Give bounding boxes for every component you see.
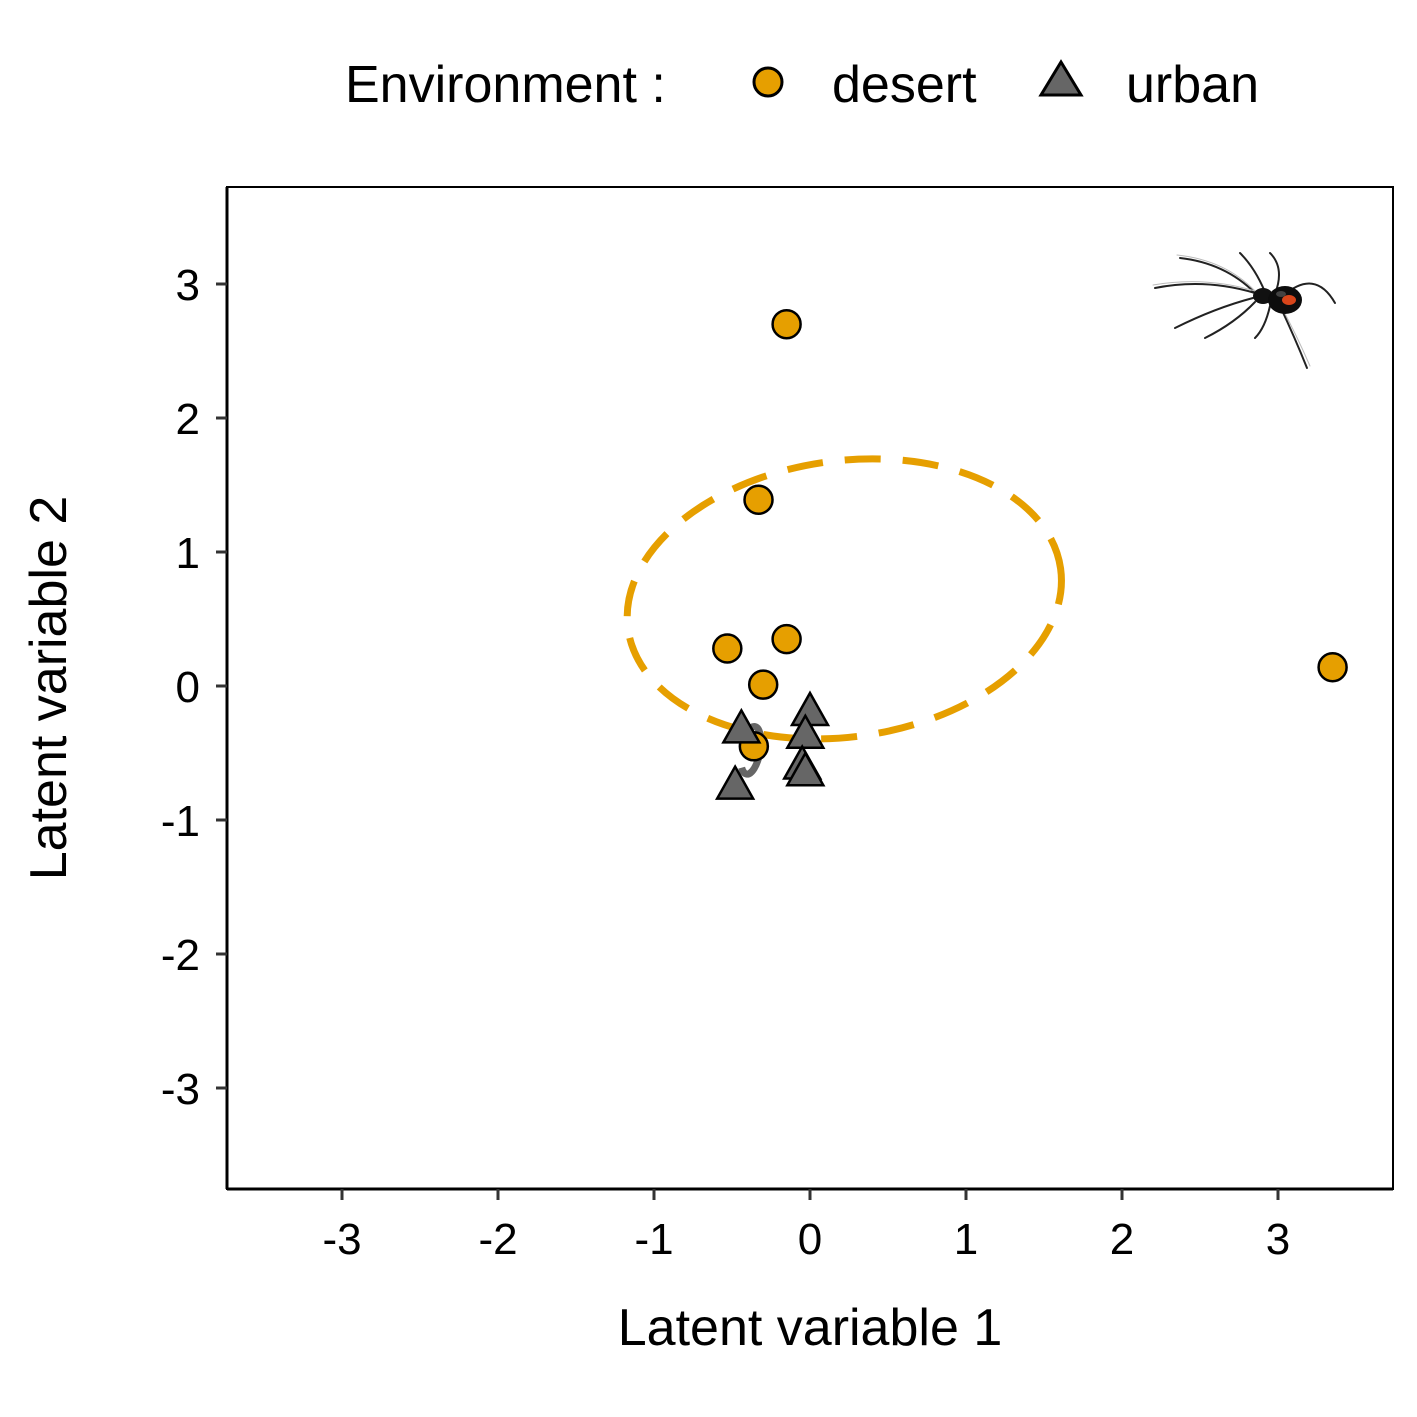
desert-ellipse (623, 455, 1065, 743)
legend-urban-marker (1038, 59, 1084, 97)
x-tick-label: -2 (478, 1215, 517, 1264)
urban-point (721, 707, 762, 744)
urban-point (714, 764, 756, 800)
x-tick-label: 1 (954, 1215, 978, 1264)
y-tick-label: -3 (161, 1065, 200, 1114)
y-axis-title: Latent variable 2 (20, 496, 78, 881)
y-tick-label: 3 (176, 261, 200, 310)
x-axis-ticks: -3 -2 -1 0 1 2 3 (322, 1189, 1290, 1264)
y-axis-ticks: -3 -2 -1 0 1 2 3 (161, 261, 227, 1114)
urban-point (785, 713, 826, 749)
y-tick-label: 2 (176, 395, 200, 444)
desert-point (747, 669, 779, 700)
legend-desert-label: desert (832, 56, 977, 114)
spider-icon (1152, 252, 1336, 369)
x-tick-label: 0 (798, 1215, 822, 1264)
x-tick-label: -3 (322, 1215, 361, 1264)
y-tick-label: 0 (176, 663, 200, 712)
desert-point (743, 484, 774, 515)
data-points (712, 308, 1348, 800)
plot-panel (226, 186, 1394, 1190)
x-tick-label: -1 (634, 1215, 673, 1264)
x-tick-label: 2 (1110, 1215, 1134, 1264)
y-tick-label: -1 (161, 797, 200, 846)
x-tick-label: 3 (1266, 1215, 1290, 1264)
legend-title: Environment : (345, 56, 666, 114)
desert-point (771, 308, 802, 340)
desert-point (771, 623, 802, 655)
legend-urban-label: urban (1126, 56, 1259, 114)
legend: Environment : desert urban (345, 56, 1259, 114)
y-tick-label: 1 (176, 529, 200, 578)
desert-point (1317, 651, 1348, 683)
legend-desert-marker (752, 66, 784, 98)
x-axis-title: Latent variable 1 (618, 1299, 1003, 1357)
y-tick-label: -2 (161, 931, 200, 980)
desert-point (712, 633, 743, 664)
urban-point (785, 750, 826, 787)
